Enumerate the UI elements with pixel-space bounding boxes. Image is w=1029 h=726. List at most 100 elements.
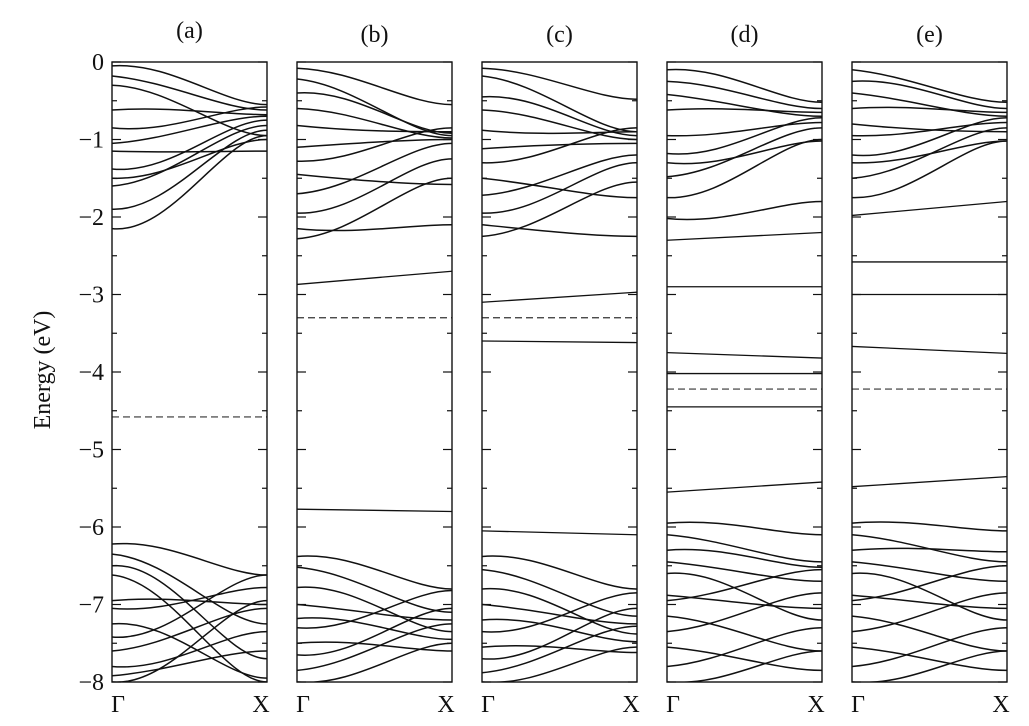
band-line	[852, 80, 1007, 110]
valence-band-line	[482, 645, 637, 654]
valence-band-line	[667, 592, 822, 633]
band-line	[482, 129, 637, 135]
valence-band-line	[297, 642, 452, 682]
band-lines	[482, 67, 637, 682]
valence-band-line	[667, 548, 822, 569]
band-line	[297, 127, 452, 162]
band-line	[112, 75, 267, 111]
x-tick-label-x: X	[252, 692, 269, 718]
flat-band-line	[482, 291, 637, 303]
valence-band-line	[112, 650, 267, 677]
band-line	[482, 154, 637, 197]
flat-band-line	[852, 345, 1007, 355]
valence-band-line	[482, 568, 637, 617]
panel-label: (a)	[176, 18, 203, 44]
valence-band-line	[112, 599, 267, 682]
band-line	[667, 117, 822, 155]
y-tick-label: −8	[78, 670, 104, 696]
band-line	[297, 158, 452, 214]
valence-band-line	[297, 586, 452, 633]
valence-band-line	[852, 615, 1007, 652]
band-line	[852, 140, 1007, 199]
valence-band-line	[112, 607, 267, 652]
band-line	[667, 140, 822, 165]
valence-band-line	[852, 547, 1007, 553]
y-tick-label: −2	[78, 205, 104, 231]
band-line	[852, 69, 1007, 104]
valence-band-line	[667, 572, 822, 621]
valence-band-line	[112, 586, 267, 610]
band-line	[297, 224, 452, 232]
valence-band-line	[297, 555, 452, 590]
band-lines	[852, 69, 1007, 682]
band-line	[112, 124, 267, 187]
y-axis-label: Energy (eV)	[30, 311, 56, 430]
valence-band-line	[667, 521, 822, 536]
band-lines	[297, 67, 452, 682]
panel-b: (b) Γ X	[296, 22, 455, 718]
valence-band-line	[667, 615, 822, 652]
x-tick-label-x: X	[807, 692, 824, 718]
band-line	[852, 140, 1007, 164]
band-line	[852, 92, 1007, 117]
band-line	[482, 95, 637, 137]
x-tick-label-gamma: Γ	[851, 692, 865, 718]
valence-band-line	[297, 623, 452, 672]
band-line	[112, 119, 267, 171]
band-line	[297, 124, 452, 133]
valence-band-line	[112, 574, 267, 682]
valence-band-line	[852, 650, 1007, 682]
band-line	[112, 64, 267, 106]
valence-band-line	[112, 630, 267, 668]
band-line	[112, 134, 267, 230]
valence-band-line	[112, 574, 267, 638]
valence-band-line	[482, 618, 637, 643]
y-tick-label: 0	[92, 50, 104, 76]
x-tick-label-x: X	[437, 692, 454, 718]
band-line	[297, 142, 452, 195]
panel-e: (e) Γ X	[851, 22, 1010, 718]
band-line	[482, 162, 637, 214]
x-tick-label-x: X	[622, 692, 639, 718]
valence-band-line	[852, 534, 1007, 563]
band-line	[112, 150, 267, 153]
band-line	[667, 121, 822, 137]
band-line	[667, 127, 822, 178]
band-line	[667, 200, 822, 221]
valence-band-line	[852, 572, 1007, 621]
band-line	[482, 224, 637, 238]
band-line	[482, 181, 637, 238]
valence-band-line	[297, 589, 452, 629]
panel-label: (e)	[916, 22, 943, 48]
band-line	[112, 108, 267, 116]
band-line	[667, 138, 822, 199]
band-line	[667, 107, 822, 114]
valence-band-line	[852, 565, 1007, 602]
panel-label: (b)	[361, 22, 389, 48]
valence-band-line	[482, 625, 637, 674]
valence-band-line	[667, 568, 822, 602]
valence-band-line	[852, 561, 1007, 582]
x-tick-label-gamma: Γ	[111, 692, 125, 718]
valence-band-line	[482, 607, 637, 660]
y-tick-label: −5	[78, 438, 104, 464]
band-line	[297, 138, 452, 148]
flat-band-line	[667, 351, 822, 359]
x-tick-label-gamma: Γ	[666, 692, 680, 718]
band-line	[667, 93, 822, 117]
valence-band-line	[482, 587, 637, 635]
band-line	[482, 127, 637, 164]
band-line	[112, 138, 267, 180]
flat-band-line	[297, 270, 452, 286]
band-line	[852, 127, 1007, 179]
flat-band-line	[852, 475, 1007, 488]
panel-label: (c)	[546, 22, 573, 48]
valence-band-line	[482, 592, 637, 633]
y-tick-label: −3	[78, 283, 104, 309]
band-line	[297, 177, 452, 240]
valence-band-line	[297, 607, 452, 656]
band-line	[852, 117, 1007, 157]
valence-band-line	[667, 650, 822, 682]
panel-label: (d)	[731, 22, 759, 48]
